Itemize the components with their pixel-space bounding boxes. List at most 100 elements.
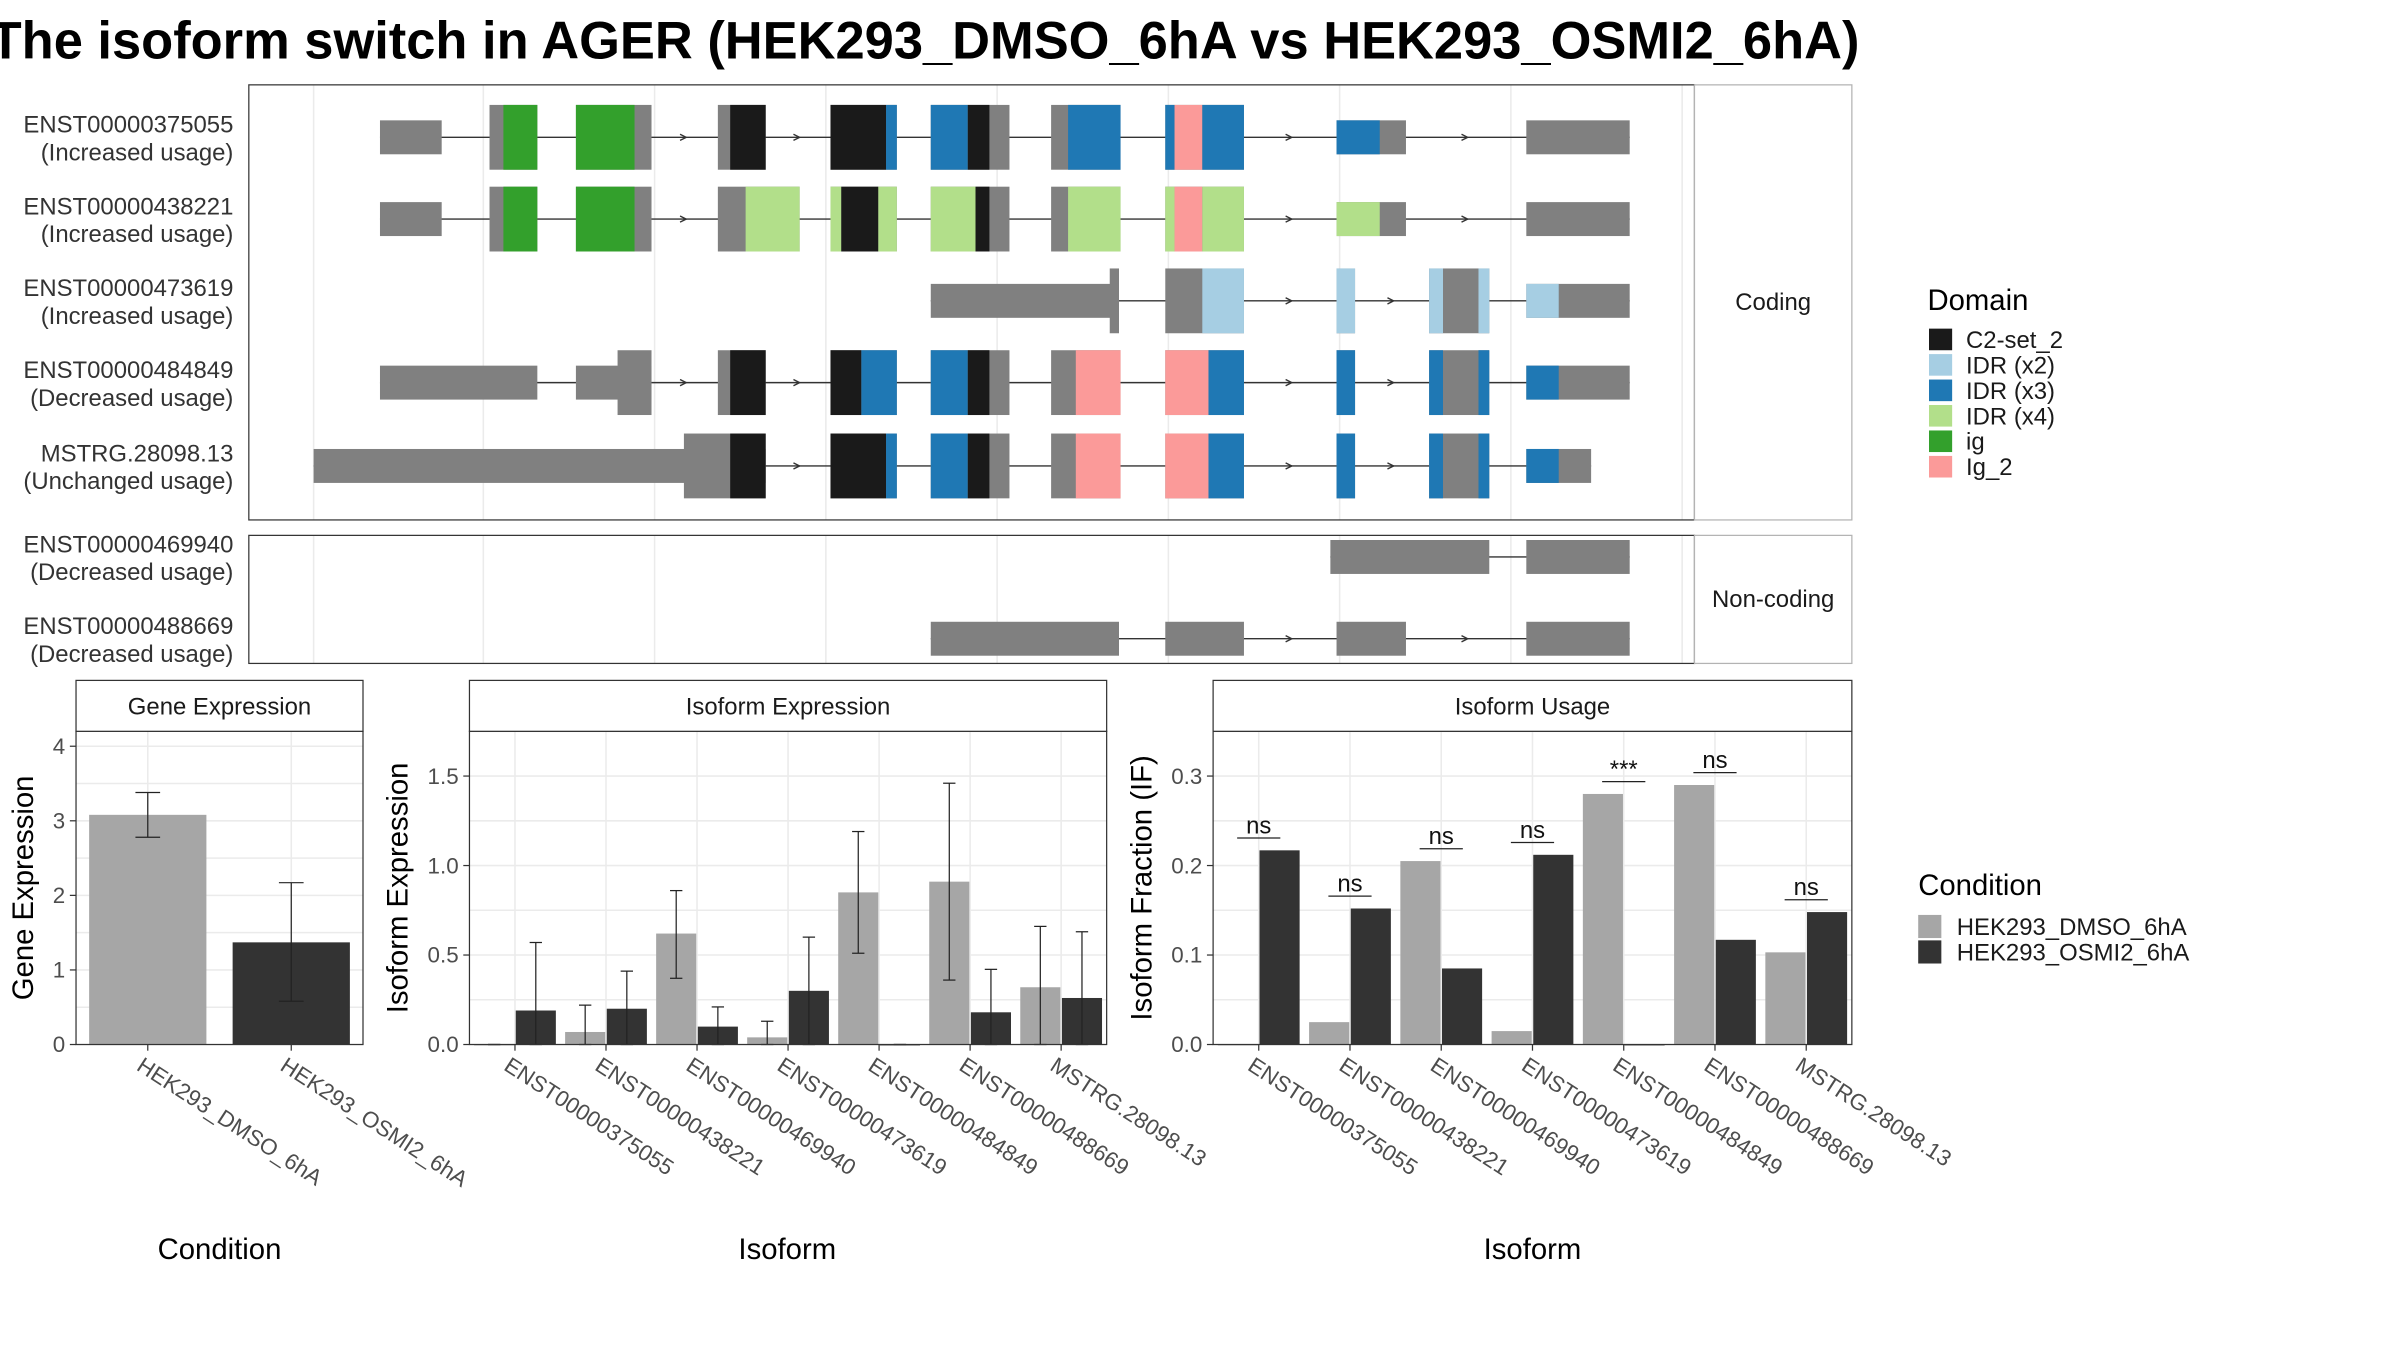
arrow-mark	[679, 133, 688, 142]
x-axis-title: Condition	[158, 1233, 282, 1266]
arrow-mark	[793, 462, 802, 470]
domain-segment	[930, 186, 976, 252]
transcript-row: ENST00000484849(Decreased usage)	[23, 350, 1630, 416]
exon	[930, 104, 1010, 170]
arrow-mark	[1285, 133, 1294, 142]
x-tick-label: ENST00000469940	[682, 1052, 860, 1180]
transcript-usage: (Increased usage)	[41, 139, 234, 166]
domain-segment	[575, 104, 635, 170]
exon-box	[1526, 540, 1630, 574]
exon-box	[617, 350, 652, 416]
domain-segment	[1336, 350, 1356, 416]
y-axis-title: Gene Expression	[7, 776, 40, 1001]
x-axis-title: Isoform	[738, 1233, 836, 1266]
exon	[1336, 433, 1356, 499]
legend-label: HEK293_DMSO_6hA	[1957, 914, 2187, 941]
exon	[1336, 268, 1356, 334]
domain-segment	[830, 433, 887, 499]
facet-strip	[1212, 679, 1853, 732]
x-tick-label: ENST00000375055	[500, 1052, 678, 1180]
domain-segment	[1068, 104, 1121, 170]
domain-segment	[730, 350, 766, 416]
exon-box	[930, 283, 1119, 318]
legend-label: IDR (x4)	[1966, 403, 2055, 430]
arrow-mark	[793, 133, 802, 142]
significance-label: ns	[1702, 747, 1727, 774]
significance-label: ns	[1429, 823, 1454, 850]
facet-strip	[75, 679, 364, 732]
legend-label: ig	[1966, 429, 1985, 456]
arrow-mark	[1461, 133, 1470, 142]
transcript-row: ENST00000469940(Decreased usage)	[23, 531, 1630, 586]
bar	[1674, 785, 1715, 1045]
domain-segment	[1202, 268, 1244, 334]
transcript-id: ENST00000473619	[23, 275, 233, 302]
transcript-id: ENST00000488669	[23, 613, 233, 640]
exon	[930, 186, 1010, 252]
domain-segment	[1478, 350, 1490, 416]
exon	[683, 433, 766, 499]
domain-segment	[1336, 120, 1380, 155]
domain-segment	[1478, 433, 1490, 499]
exon	[1429, 350, 1490, 416]
exon	[1336, 120, 1406, 155]
transcript-usage: (Decreased usage)	[30, 641, 233, 668]
facet-strip	[468, 679, 1108, 732]
exon	[1330, 540, 1490, 574]
y-tick-label: 0.3	[1171, 764, 1202, 789]
legend-title: Condition	[1918, 869, 2042, 902]
significance-label: ns	[1794, 874, 1819, 901]
transcript-row: ENST00000488669(Decreased usage)	[23, 613, 1630, 668]
exon-box	[1165, 621, 1244, 656]
bar	[1309, 1022, 1350, 1045]
x-tick-label: ENST00000469940	[1426, 1052, 1604, 1180]
exon	[717, 350, 766, 416]
y-tick-label: 0	[53, 1032, 65, 1057]
bar	[89, 814, 207, 1045]
y-tick-label: 0.1	[1171, 943, 1202, 968]
coding-label: Coding	[1735, 289, 1811, 316]
domain-segment	[1336, 433, 1356, 499]
transcript-id: ENST00000469940	[23, 531, 233, 558]
x-tick-label: ENST00000488669	[1700, 1052, 1878, 1180]
legend-label: C2-set_2	[1966, 327, 2063, 354]
exon	[717, 186, 800, 252]
exon	[930, 350, 1010, 416]
domain-segment	[967, 350, 990, 416]
domain-segment	[1165, 104, 1175, 170]
exon	[930, 621, 1119, 656]
domain-segment	[1208, 350, 1244, 416]
arrow-mark	[1285, 378, 1294, 387]
exon	[1526, 120, 1630, 155]
domain-segment	[886, 104, 897, 170]
domain-segment	[1336, 202, 1380, 237]
domain-segment	[1165, 186, 1175, 252]
chart-title: Isoform Expression	[686, 693, 891, 720]
exon	[575, 104, 652, 170]
exon	[1051, 350, 1121, 416]
exon	[1526, 448, 1592, 483]
bar	[1491, 1031, 1532, 1045]
chart-panel-3: ns ns ns ns *** ns ns Isoform Usage 0.0 0.1 0.2 0.3…	[1125, 679, 1956, 1266]
transcript-usage: (Decreased usage)	[30, 385, 233, 412]
bar	[1582, 793, 1623, 1045]
x-tick-label: MSTRG.28098.13	[1046, 1052, 1211, 1171]
exon	[830, 104, 897, 170]
domain-segment	[1165, 433, 1209, 499]
legend-swatch	[1929, 354, 1953, 376]
domain-segment	[1429, 268, 1443, 334]
domain-segment	[1202, 186, 1244, 252]
significance-label: ns	[1337, 871, 1362, 898]
transcript-usage: (Increased usage)	[41, 221, 234, 248]
figure-title: The isoform switch in AGER (HEK293_DMSO_…	[0, 13, 1859, 71]
domain-segment	[1429, 433, 1443, 499]
arrow-mark	[1461, 215, 1470, 223]
transcript-usage: (Increased usage)	[41, 303, 234, 330]
exon-box	[1526, 120, 1630, 155]
exon	[1165, 186, 1244, 252]
exon	[717, 104, 766, 170]
arrow-mark	[1387, 297, 1396, 305]
domain-segment	[967, 104, 990, 170]
